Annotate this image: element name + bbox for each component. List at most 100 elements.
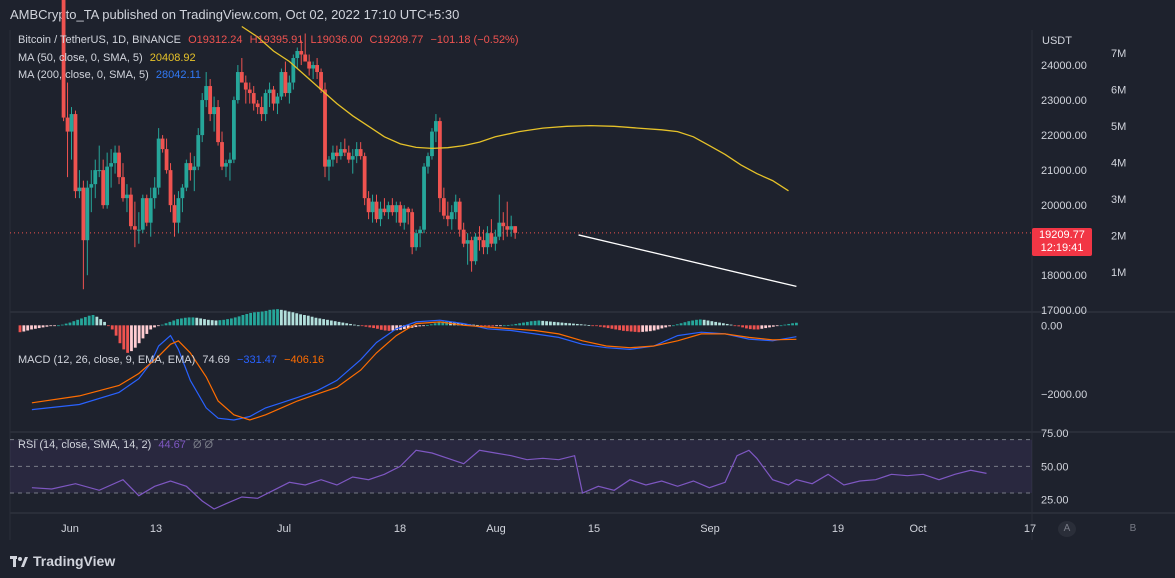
candle	[184, 159, 189, 192]
candle	[101, 159, 106, 209]
macd-histogram-bar	[133, 325, 137, 348]
price-axis-unit: USDT	[1042, 35, 1072, 47]
candle-body	[172, 205, 177, 223]
macd-histogram-bar	[729, 324, 733, 326]
macd-histogram-bar	[633, 325, 637, 332]
support-trendline	[578, 234, 797, 288]
candle	[331, 145, 335, 167]
macd-histogram-bar	[283, 310, 287, 326]
candle	[323, 82, 327, 178]
candle-body	[220, 142, 224, 167]
macd-histogram-bar	[341, 322, 345, 326]
macd-histogram-bar	[383, 325, 387, 331]
macd-histogram-bar	[72, 321, 76, 326]
macd-histogram-bar	[203, 319, 206, 326]
candle-body	[125, 194, 129, 199]
macd-histogram-bar	[356, 325, 360, 327]
macd-histogram-bar	[771, 325, 775, 327]
macd-histogram-bar	[222, 319, 226, 326]
macd-histogram-bar	[764, 325, 768, 329]
candle	[334, 145, 339, 164]
candle	[148, 187, 153, 237]
macd-histogram-bar	[691, 320, 695, 326]
candle	[259, 96, 264, 122]
macd-histogram-bar	[579, 324, 583, 326]
candle-body	[243, 82, 248, 90]
macd-histogram-bar	[641, 325, 645, 332]
macd-histogram-bar	[422, 325, 425, 327]
candle	[61, 0, 66, 122]
candle-body	[263, 93, 268, 115]
candle	[350, 149, 355, 174]
chart-background	[0, 30, 1175, 545]
candle-body	[430, 131, 434, 157]
candle-body	[453, 201, 458, 213]
candle-body	[362, 156, 367, 199]
candle-body	[204, 86, 209, 101]
time-tick-label: 13	[150, 523, 162, 535]
candle-body	[390, 205, 395, 213]
candle-body	[192, 166, 197, 171]
macd-histogram-bar	[741, 325, 744, 328]
candle	[125, 184, 129, 213]
candle	[220, 131, 224, 171]
candle	[473, 233, 478, 265]
macd-histogram-bar	[137, 325, 141, 344]
macd-histogram-bar	[637, 325, 641, 333]
candle-body	[255, 103, 260, 108]
macd-line-value: −331.47	[236, 354, 278, 366]
macd-histogram-bar	[487, 325, 491, 327]
rsi-legend[interactable]: RSI (14, close, SMA, 14, 2) 44.67 Ø Ø	[18, 439, 217, 451]
candle-body	[105, 166, 110, 206]
candle-body	[366, 198, 371, 213]
candle	[109, 149, 114, 188]
macd-legend[interactable]: MACD (12, 26, close, 9, EMA, EMA) 74.69 …	[18, 354, 328, 366]
auto-scale-button[interactable]: A	[1058, 521, 1076, 537]
ma50-line	[241, 25, 789, 192]
macd-histogram-bar	[130, 325, 133, 352]
macd-histogram-bar	[95, 316, 99, 326]
candle-body	[311, 65, 316, 69]
macd-histogram-bar	[299, 314, 302, 326]
candle	[93, 159, 98, 199]
candle-body	[180, 187, 185, 199]
macd-histogram-bar	[295, 313, 299, 326]
candle-body	[267, 89, 272, 94]
volume-tick-label: 2M	[1111, 231, 1126, 243]
macd-histogram-bar	[233, 317, 237, 326]
macd-histogram-bar	[614, 325, 618, 330]
symbol-label[interactable]: Bitcoin / TetherUS, 1D, BINANCE	[18, 34, 182, 46]
macd-histogram-bar	[522, 322, 525, 326]
log-scale-button[interactable]: B	[1129, 523, 1137, 534]
candle-body	[279, 72, 284, 97]
candle-body	[85, 187, 90, 241]
candle	[200, 93, 205, 143]
tradingview-logo[interactable]: TradingView	[10, 553, 115, 569]
low-value: L19036.00	[310, 34, 363, 46]
macd-histogram-bar	[606, 325, 610, 329]
macd-histogram-bar	[199, 318, 203, 326]
candle	[441, 187, 446, 220]
candle-body	[394, 205, 399, 213]
candle-body	[188, 163, 193, 171]
ma50-legend[interactable]: MA (50, close, 0, SMA, 5) 20408.92	[18, 52, 200, 64]
candle	[243, 75, 248, 104]
macd-histogram-bar	[391, 325, 395, 331]
candle-body	[228, 159, 232, 164]
macd-histogram-bar	[441, 321, 445, 326]
candle-body	[93, 170, 98, 185]
time-tick-label: Aug	[486, 523, 506, 535]
candle	[121, 163, 125, 202]
candle-body	[489, 233, 494, 244]
candle	[97, 145, 102, 178]
macd-histogram-bar	[387, 325, 391, 331]
macd-histogram-bar	[695, 319, 698, 326]
candle	[267, 82, 272, 108]
candle	[263, 89, 268, 122]
candle-body	[247, 89, 252, 94]
candle-body	[437, 121, 442, 199]
ma200-legend[interactable]: MA (200, close, 0, SMA, 5) 28042.11	[18, 69, 205, 81]
candle-body	[283, 72, 288, 94]
change-value: −101.18 (−0.52%)	[430, 34, 519, 46]
